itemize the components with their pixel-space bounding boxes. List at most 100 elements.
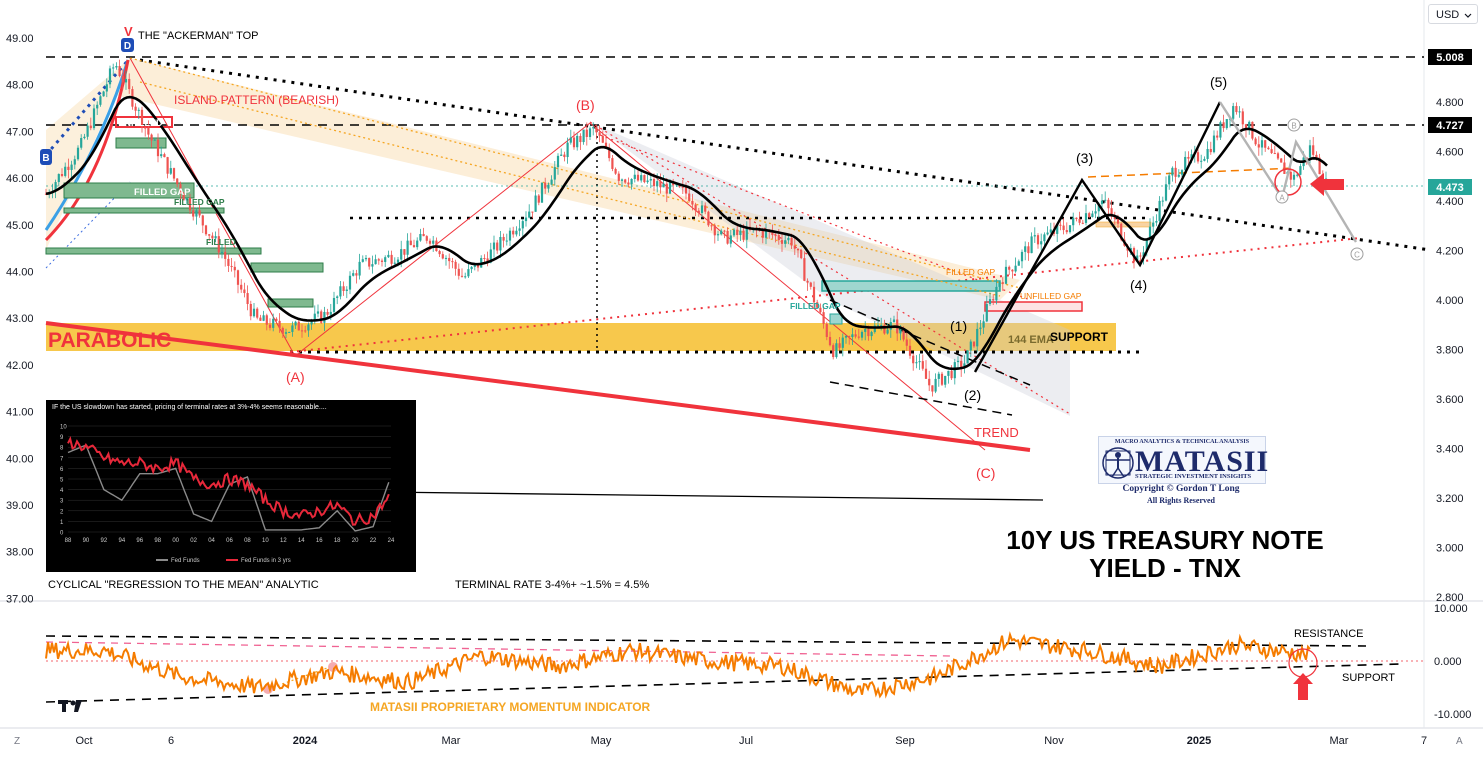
candle-body [982,321,985,328]
orange-wedge [46,58,130,250]
candle-body [902,328,905,340]
candle-body [86,125,89,137]
candle-body [1017,261,1020,266]
candle-body [598,132,601,136]
candle-body [665,183,668,194]
candle-body [694,204,697,211]
inset-x-tick: 02 [190,538,197,544]
chart-title-line-1: 10Y US TREASURY NOTE [1006,525,1324,555]
candle-body [761,230,764,238]
candle-body [118,66,121,77]
inset-x-tick: 20 [352,538,359,544]
candle-body [867,329,870,337]
candle-body [147,127,150,135]
candle-body [195,210,198,217]
candle-body [1212,135,1216,153]
logo-tagline: MACRO ANALYTICS & TECHNICAL ANALYSIS [1114,439,1250,445]
svg-text:4.727: 4.727 [1436,120,1464,132]
candle-body [1235,106,1238,113]
candle-body [604,142,608,148]
candle-body [73,159,76,165]
currency-selector[interactable]: USD [1428,4,1478,24]
elliott-wave-lines [973,101,1222,373]
candle-body [240,284,243,290]
price-tick-label: 4.400 [1436,196,1464,208]
candle-body [438,251,441,255]
candle-body [809,282,812,287]
wave-4-label: (4) [1130,277,1147,293]
candle-body [512,230,515,235]
candle-body [1273,153,1276,155]
candle-body [380,260,384,262]
left-tick-label: 38.00 [6,547,34,559]
candle-body [1270,149,1273,154]
candle-body [304,330,307,332]
candle-body [198,210,201,216]
filled-gap-label: FILLED GAP [174,197,225,207]
filled-gap-label: FILLED GAP [790,301,841,311]
candle-body [803,258,806,281]
ema-label: 144 EMA [1008,334,1054,346]
candle-body [441,254,444,259]
candle-body [252,308,256,317]
candle-body [412,245,416,248]
candle-body [384,257,387,262]
candle-body [355,273,358,276]
price-tick-label: 3.800 [1436,345,1464,357]
candle-body [486,258,489,263]
gap-box [984,301,1083,312]
support-low-label: SUPPORT [1342,672,1395,684]
candle-body [454,261,457,269]
candle-body [268,324,272,328]
inset-x-tick: 10 [262,538,269,544]
candle-body [553,167,556,180]
time-tick-label: 7 [1421,735,1427,747]
candle-body [934,378,937,392]
orange-dotted-line [129,57,1021,289]
candle-body [876,325,880,327]
candle-body [544,182,547,189]
candle-body [160,154,163,157]
inset-title: IF the US slowdown has started, pricing … [52,404,327,411]
candle-body [1033,235,1036,237]
candle-body [832,345,835,358]
candle-body [608,147,611,159]
candle-body [620,179,624,181]
candle-body [633,174,636,179]
candle-body [1030,236,1033,254]
candle-body [409,240,412,246]
candle-body [576,135,579,148]
candle-body [841,337,844,348]
candle-body [323,311,326,323]
candle-body [979,327,982,329]
candle-body [966,350,969,364]
inset-x-tick: 22 [370,538,377,544]
dotted-downtrend [139,58,1431,252]
filled-gap-label: FILLED GAP [134,187,191,198]
candle-body [723,230,726,232]
candle-body [313,313,316,321]
unfilled-gap-label: UNFILLED GAP [1020,291,1082,301]
candle-body [1174,167,1177,177]
inset-x-tick: 24 [388,538,395,544]
candle-body [115,66,118,68]
candle-body [1299,166,1302,175]
candle-body [128,78,131,90]
candle-body [192,210,195,217]
candle-body [537,195,540,203]
candle-body [1283,162,1286,174]
candle-body [880,325,883,327]
inset-y-tick: 4 [60,488,64,494]
candle-body [972,341,976,347]
inset-x-tick: 96 [136,538,143,544]
candle-body [716,234,720,236]
filled-gap-label: FILLED GAP [946,267,995,277]
candle-body [96,104,99,109]
candle-body [531,211,534,213]
candle-body [848,336,851,338]
inset-x-tick: 90 [83,538,90,544]
candle-body [1072,217,1075,226]
circle-c-label: C [1354,251,1360,260]
candle-body [272,318,275,328]
